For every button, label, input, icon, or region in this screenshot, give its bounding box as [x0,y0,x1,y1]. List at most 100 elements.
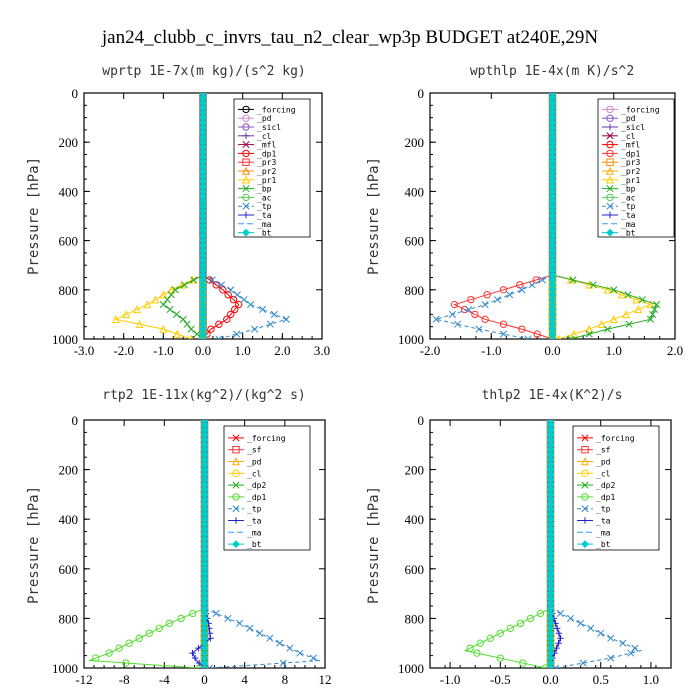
data-point [171,286,179,294]
data-point [122,659,130,667]
y-ticks: 0 200 400 600 800 1000 [398,86,675,347]
panel-title: wprtp 1E-7x(m kg)/(s^2 kg) [102,64,306,79]
legend-label-pd: _pd [247,458,262,467]
legend-label-forcing: _forcing [596,434,635,443]
legend-label-sicl: _sicl [257,123,281,132]
legend: _forcing_pd_sicl_cl_mfl_dp1_pr3_pr2_pr1_… [597,98,675,238]
legend-label-pr1: _pr1 [621,176,640,185]
legend-label-dp2: _dp2 [596,481,615,490]
data-point [603,285,612,294]
legend-label-tp: _tp [621,202,636,211]
panel-title: rtp2 1E-11x(kg^2)/(kg^2 s) [102,388,306,403]
data-point [122,310,131,319]
data-point [481,315,489,324]
data-point [296,649,304,657]
legend-marker [581,481,589,489]
data-point [499,320,508,328]
data-point [229,295,238,304]
legend-box [572,425,660,551]
data-point [466,644,474,652]
legend: _forcing_pd_sicl_cl_mfl_dp1_pr3_pr2_pr1_… [233,98,311,238]
legend-marker [232,469,240,477]
data-point [567,614,575,622]
data-point [200,664,209,668]
legend-label-bt: _bt [247,540,262,549]
legend-marker [580,457,590,466]
x-tick-label: 0.0 [195,343,211,358]
y-tick-label: 400 [405,184,425,199]
data-point [506,291,514,299]
data-point [518,286,526,294]
legend-label-pr1: _pr1 [257,176,276,185]
x-tick-label: 0.0 [544,343,560,358]
data-point [481,301,489,309]
legend-marker [242,114,250,122]
data-point [506,624,515,633]
legend-marker [581,517,589,524]
legend-label-ta: _ta [257,211,272,220]
series-bt [199,93,207,339]
legend-marker [606,114,614,122]
series-bt [548,93,557,339]
y-tick-label: 200 [405,463,425,478]
data-point [125,639,133,647]
legend-label-cl: _cl [247,469,262,478]
data-point [159,301,167,309]
data-point [467,295,475,304]
legend-marker [606,202,614,210]
data-point [240,296,248,304]
legend-marker [606,185,614,193]
data-point [646,300,655,309]
data-point [585,330,593,338]
series-line [114,93,204,339]
legend-marker [581,540,589,549]
data-point [653,301,661,309]
data-point [165,619,174,628]
data-point [567,335,575,339]
legend-label-sf: _sf [247,446,262,455]
legend-label-forcing: _forcing [621,105,660,114]
data-point [555,640,562,647]
legend-marker [242,202,250,210]
data-point [309,654,317,662]
data-point [569,329,578,338]
data-point [183,320,191,328]
legend-label-tp: _tp [257,202,272,211]
data-point [135,634,143,642]
data-point [557,635,564,642]
x-tick-label: -8 [119,672,130,687]
data-point [548,335,557,339]
x-tick-label: 0.5 [593,672,609,687]
legend-marker [242,141,250,149]
data-point [476,639,484,647]
data-point [135,319,144,328]
panel-title: wpthlp 1E-4x(m K)/s^2 [470,64,634,79]
data-point [212,609,220,617]
legend-label-tp: _tp [247,505,262,514]
y-tick-label: 800 [405,283,425,298]
data-point [231,305,239,314]
y-tick-label: 400 [59,184,79,199]
data-point [115,644,123,652]
legend-label-cl: _cl [621,132,636,141]
legend-label-sicl: _sicl [621,123,645,132]
data-point [191,654,199,662]
data-point [632,295,641,304]
legend-label-ac: _ac [257,193,272,202]
data-point [471,310,479,319]
series-dp1 [450,93,557,339]
legend-marker [231,457,241,466]
data-point [473,649,481,657]
data-point [132,305,141,314]
legend-marker [242,158,250,166]
data-point [526,614,535,623]
legend-marker [581,505,589,513]
x-tick-label: 2.0 [274,343,290,358]
legend-marker [232,540,240,549]
data-point [215,320,223,328]
legend-label-pr2: _pr2 [257,167,276,176]
data-point [105,649,113,657]
x-tick-label: 4 [241,672,248,687]
y-tick-label: 200 [405,135,425,150]
